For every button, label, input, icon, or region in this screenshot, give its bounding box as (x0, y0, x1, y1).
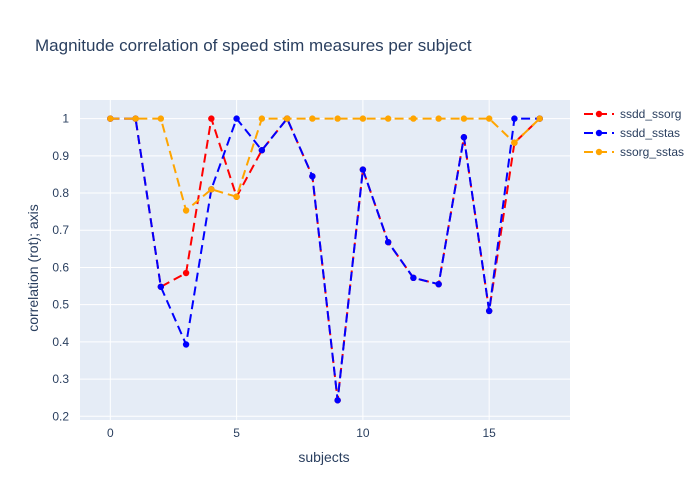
data-point-ssdd_ssorg[interactable] (208, 115, 215, 122)
data-point-ssorg_sstas[interactable] (511, 139, 518, 146)
data-point-ssdd_sstas[interactable] (258, 147, 266, 154)
y-tick-label: 1 (62, 112, 69, 126)
data-point-ssorg_sstas[interactable] (258, 115, 266, 122)
grid-lines (80, 100, 570, 420)
x-axis-label: subjects (298, 449, 349, 465)
data-point-ssorg_sstas[interactable] (233, 193, 240, 200)
data-point-ssorg_sstas[interactable] (157, 115, 165, 122)
data-point-ssdd_sstas[interactable] (435, 280, 442, 288)
legend-item-ssdd_sstas[interactable]: ssdd_sstas (584, 126, 680, 140)
series-line-ssorg_sstas (110, 117, 541, 213)
legend-item-ssorg_sstas[interactable]: ssorg_sstas (584, 145, 684, 159)
legend[interactable]: ssdd_ssorg ssdd_sstas ssorg_sstas (584, 107, 684, 159)
data-point-ssorg_sstas[interactable] (460, 115, 468, 122)
data-point-ssorg_sstas[interactable] (435, 115, 442, 122)
x-tick-label: 10 (356, 426, 370, 440)
legend-label: ssdd_ssorg (620, 107, 681, 121)
legend-marker-symbol (595, 148, 603, 156)
data-point-ssorg_sstas[interactable] (182, 207, 190, 214)
legend-label: ssorg_sstas (620, 145, 684, 159)
data-point-ssorg_sstas[interactable] (334, 115, 341, 122)
data-point-ssorg_sstas[interactable] (384, 115, 392, 122)
legend-item-ssdd_ssorg[interactable]: ssdd_ssorg (584, 107, 681, 121)
data-point-ssorg_sstas[interactable] (536, 115, 543, 122)
y-tick-label: 0.7 (52, 223, 69, 237)
data-point-ssdd_ssorg[interactable] (182, 269, 190, 277)
series-ssorg_sstas (107, 115, 543, 214)
chart-title: Magnitude correlation of speed stim meas… (35, 36, 472, 55)
plot-area-background (80, 100, 570, 420)
data-point-ssdd_sstas[interactable] (511, 115, 518, 122)
y-tick-label: 0.5 (52, 298, 69, 312)
legend-label: ssdd_sstas (620, 126, 680, 140)
data-point-ssdd_sstas[interactable] (233, 115, 240, 122)
y-axis-label: correlation (rot); axis (25, 204, 41, 332)
data-point-ssorg_sstas[interactable] (283, 115, 291, 122)
data-point-ssdd_sstas[interactable] (485, 307, 493, 315)
y-tick-label: 0.4 (52, 335, 69, 349)
tick-labels: 0 5 10 15 0.2 0.3 0.4 0.5 0.6 0.7 0.8 0.9 1 (52, 112, 496, 440)
data-point-ssdd_sstas[interactable] (157, 283, 165, 290)
data-point-ssorg_sstas[interactable] (107, 115, 114, 122)
data-point-ssorg_sstas[interactable] (485, 115, 493, 122)
data-point-ssdd_sstas[interactable] (359, 166, 367, 173)
data-point-ssdd_sstas[interactable] (334, 397, 341, 404)
y-tick-label: 0.6 (52, 260, 69, 274)
y-tick-label: 0.3 (52, 372, 69, 386)
data-point-ssorg_sstas[interactable] (132, 115, 139, 122)
y-tick-label: 0.9 (52, 149, 69, 163)
y-tick-label: 0.2 (52, 409, 69, 423)
y-tick-label: 0.8 (52, 186, 69, 200)
series-layer (107, 115, 543, 404)
data-point-ssorg_sstas[interactable] (410, 115, 417, 122)
x-tick-label: 0 (107, 426, 114, 440)
series-line-ssdd_sstas (110, 116, 540, 401)
data-point-ssdd_sstas[interactable] (309, 173, 316, 180)
data-point-ssdd_sstas[interactable] (182, 341, 190, 348)
data-point-ssdd_sstas[interactable] (460, 134, 468, 141)
data-point-ssorg_sstas[interactable] (309, 115, 316, 122)
x-tick-label: 5 (233, 426, 240, 440)
legend-marker-symbol (595, 129, 603, 137)
legend-marker-symbol (595, 110, 603, 118)
data-point-ssorg_sstas[interactable] (359, 115, 367, 122)
data-point-ssdd_sstas[interactable] (410, 274, 417, 282)
x-tick-label: 15 (482, 426, 496, 440)
data-point-ssorg_sstas[interactable] (208, 186, 215, 193)
data-point-ssdd_sstas[interactable] (384, 238, 392, 246)
